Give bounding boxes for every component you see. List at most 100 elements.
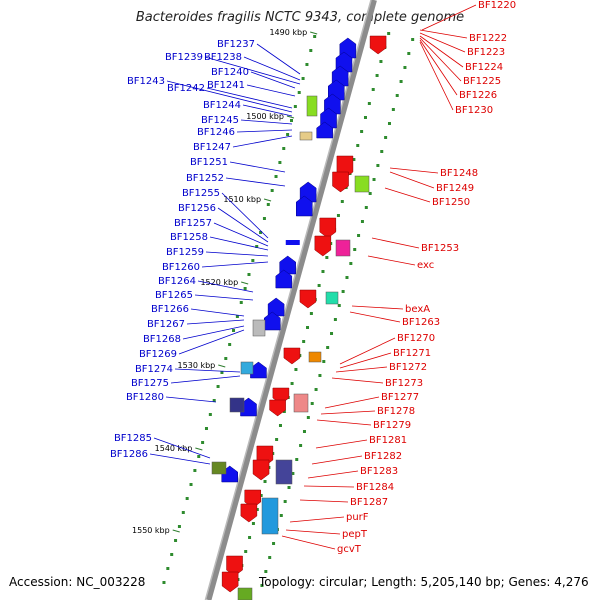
right-gene-label: BF1278 [377, 406, 415, 417]
gene-block-green [354, 175, 370, 193]
ring-dot [293, 105, 297, 108]
ring-dot [325, 256, 329, 259]
topology-summary: Topology: circular; Length: 5,205,140 bp… [259, 575, 589, 589]
ring-dot [372, 178, 376, 181]
right-label-leader [299, 499, 349, 503]
ring-dot [349, 262, 353, 265]
ring-dot [287, 486, 291, 489]
ring-dot [371, 88, 375, 91]
ring-dot [243, 287, 247, 290]
ring-dot [177, 525, 181, 528]
left-label-leader [246, 84, 296, 97]
ring-dot [387, 122, 391, 125]
ring-dot [364, 206, 368, 209]
ring-dot [260, 584, 264, 587]
right-label-leader [339, 337, 396, 365]
left-gene-label: BF1255 [182, 188, 220, 199]
ring-dot [376, 164, 380, 167]
left-gene-label: BF1266 [151, 304, 189, 315]
ring-dot [259, 231, 263, 234]
right-gene-label: bexA [405, 304, 430, 315]
ring-dot [275, 438, 279, 441]
reverse-gene-arrow [252, 459, 270, 481]
right-label-leader [421, 4, 477, 31]
forward-gene-arrow [295, 195, 313, 217]
ring-dot [170, 553, 174, 556]
right-gene-label: gcvT [337, 544, 362, 555]
right-gene-label: purF [346, 512, 369, 523]
ring-dot [247, 273, 251, 276]
right-label-leader [331, 377, 384, 384]
ring-dot [411, 38, 415, 41]
left-gene-label: BF1267 [147, 319, 185, 330]
right-gene-label: BF1230 [455, 105, 493, 116]
right-gene-label: BF1248 [440, 168, 478, 179]
forward-gene-arrow [250, 361, 267, 379]
right-label-leader [349, 311, 401, 323]
ring-dot [356, 144, 360, 147]
ring-dot [330, 332, 334, 335]
left-label-leader [182, 325, 245, 340]
forward-gene-arrow [267, 297, 285, 317]
right-label-leader [281, 535, 336, 550]
right-gene-label: BF1249 [436, 183, 474, 194]
ring-dot [309, 312, 313, 315]
forward-gene-arrow [316, 121, 333, 139]
right-gene-label: pepT [342, 529, 368, 540]
map-title: Bacteroides fragilis NCTC 9343, complete… [135, 10, 465, 25]
ring-dot [317, 284, 321, 287]
ring-dot [228, 343, 232, 346]
right-gene-label: BF1273 [385, 378, 423, 389]
ring-dot [302, 340, 306, 343]
ring-dot [337, 304, 341, 307]
left-label-leader [165, 396, 217, 403]
right-gene-label: BF1287 [350, 497, 388, 508]
left-label-leader [217, 207, 269, 243]
left-gene-label: BF1237 [217, 39, 255, 50]
left-label-leader [205, 251, 269, 257]
left-label-leader [209, 236, 269, 251]
gene-block-teal [325, 291, 339, 305]
right-label-leader [419, 35, 464, 68]
ring-dot [360, 220, 364, 223]
left-label-leader [190, 308, 245, 317]
left-label-leader [225, 177, 286, 187]
left-label-leader [153, 437, 211, 459]
left-gene-label: BF1244 [203, 100, 241, 111]
ring-dot [387, 32, 391, 35]
right-label-leader [419, 32, 466, 53]
ring-dot [314, 388, 318, 391]
left-gene-label: BF1286 [110, 449, 148, 460]
left-gene-label: BF1241 [207, 80, 245, 91]
left-label-leader [149, 453, 211, 465]
ring-dot [290, 382, 294, 385]
ring-dot [262, 217, 266, 220]
gene-block-navy [229, 397, 245, 413]
left-gene-label: BF1265 [155, 290, 193, 301]
left-label-leader [213, 222, 269, 247]
left-label-leader [201, 261, 269, 268]
ring-dot [407, 52, 411, 55]
ring-dot [248, 536, 252, 539]
left-label-leader [250, 71, 296, 89]
left-label-leader [242, 104, 293, 117]
ring-dot [251, 522, 255, 525]
right-gene-label: BF1250 [432, 197, 470, 208]
right-label-leader [419, 29, 468, 39]
ring-dot [379, 60, 383, 63]
reverse-gene-arrow [269, 399, 286, 417]
scale-tick-label: 1520 kbp [200, 278, 238, 287]
gene-block-blue [261, 497, 279, 535]
gene-block-olive [211, 461, 227, 475]
right-label-leader [316, 419, 372, 426]
ring-dot [333, 318, 337, 321]
ring-dot [232, 329, 236, 332]
ring-dot [302, 430, 306, 433]
left-gene-label: BF1252 [186, 173, 224, 184]
ring-dot [306, 326, 310, 329]
ring-dot [181, 511, 185, 514]
scale-tick-mark [286, 115, 295, 119]
ring-dot [353, 248, 357, 251]
ring-dot [391, 108, 395, 111]
